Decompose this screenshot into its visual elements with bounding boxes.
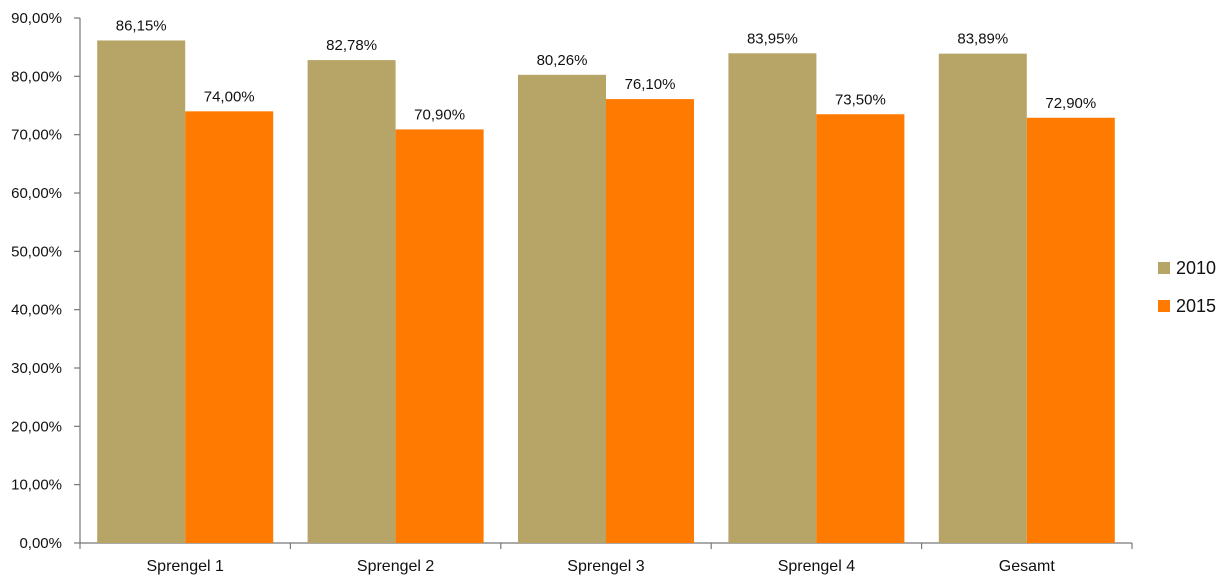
data-labels: 86,15% 74,00% 82,78% 70,90% 80,26% 76,10% 83,9…	[116, 17, 1096, 123]
y-tick-label: 80,00%	[11, 68, 62, 85]
bar-2015	[816, 114, 905, 543]
x-category-label: Sprengel 4	[778, 558, 855, 575]
x-axis: Sprengel 1 Sprengel 2 Sprengel 3 Sprengel 4…	[79, 542, 1133, 575]
x-category-label: Sprengel 2	[357, 558, 434, 575]
y-tick-label: 20,00%	[11, 418, 62, 435]
bar-2015	[1026, 117, 1115, 543]
bar-2015	[185, 111, 274, 543]
bar-2010	[518, 74, 606, 544]
legend-swatch-2010	[1158, 262, 1170, 274]
bar-2010	[97, 40, 186, 543]
bar-2010	[307, 60, 396, 543]
data-label: 72,90%	[1045, 95, 1096, 112]
data-label: 83,95%	[747, 30, 798, 47]
y-tick-label: 40,00%	[11, 302, 62, 319]
data-label: 74,00%	[204, 88, 255, 105]
legend-swatch-2015	[1158, 300, 1170, 312]
x-category-label: Sprengel 3	[567, 558, 644, 575]
data-label: 73,50%	[835, 91, 886, 108]
bar-2010	[728, 53, 817, 544]
bar-2010	[938, 53, 1027, 544]
y-tick-label: 60,00%	[11, 185, 62, 202]
y-tick-label: 90,00%	[11, 10, 62, 27]
data-label: 80,26%	[537, 52, 588, 69]
legend-label: 2015	[1176, 296, 1216, 316]
data-label: 70,90%	[414, 106, 465, 123]
y-tick-label: 50,00%	[11, 243, 62, 260]
x-category-label: Gesamt	[999, 558, 1056, 575]
data-label: 86,15%	[116, 17, 167, 34]
bar-2015	[606, 99, 694, 543]
y-tick-label: 0,00%	[19, 535, 62, 552]
y-axis: 0,00% 10,00% 20,00% 30,00% 40,00% 50,00% 60,00…	[11, 10, 81, 552]
legend: 2010 2015	[1158, 258, 1216, 316]
legend-label: 2010	[1176, 258, 1216, 278]
y-tick-label: 30,00%	[11, 360, 62, 377]
bar-2015	[395, 129, 484, 543]
bars	[97, 40, 1115, 544]
data-label: 76,10%	[625, 76, 676, 93]
x-category-label: Sprengel 1	[147, 558, 224, 575]
y-tick-label: 10,00%	[11, 477, 62, 494]
y-tick-label: 70,00%	[11, 127, 62, 144]
data-label: 82,78%	[326, 37, 377, 54]
data-label: 83,89%	[957, 31, 1008, 48]
